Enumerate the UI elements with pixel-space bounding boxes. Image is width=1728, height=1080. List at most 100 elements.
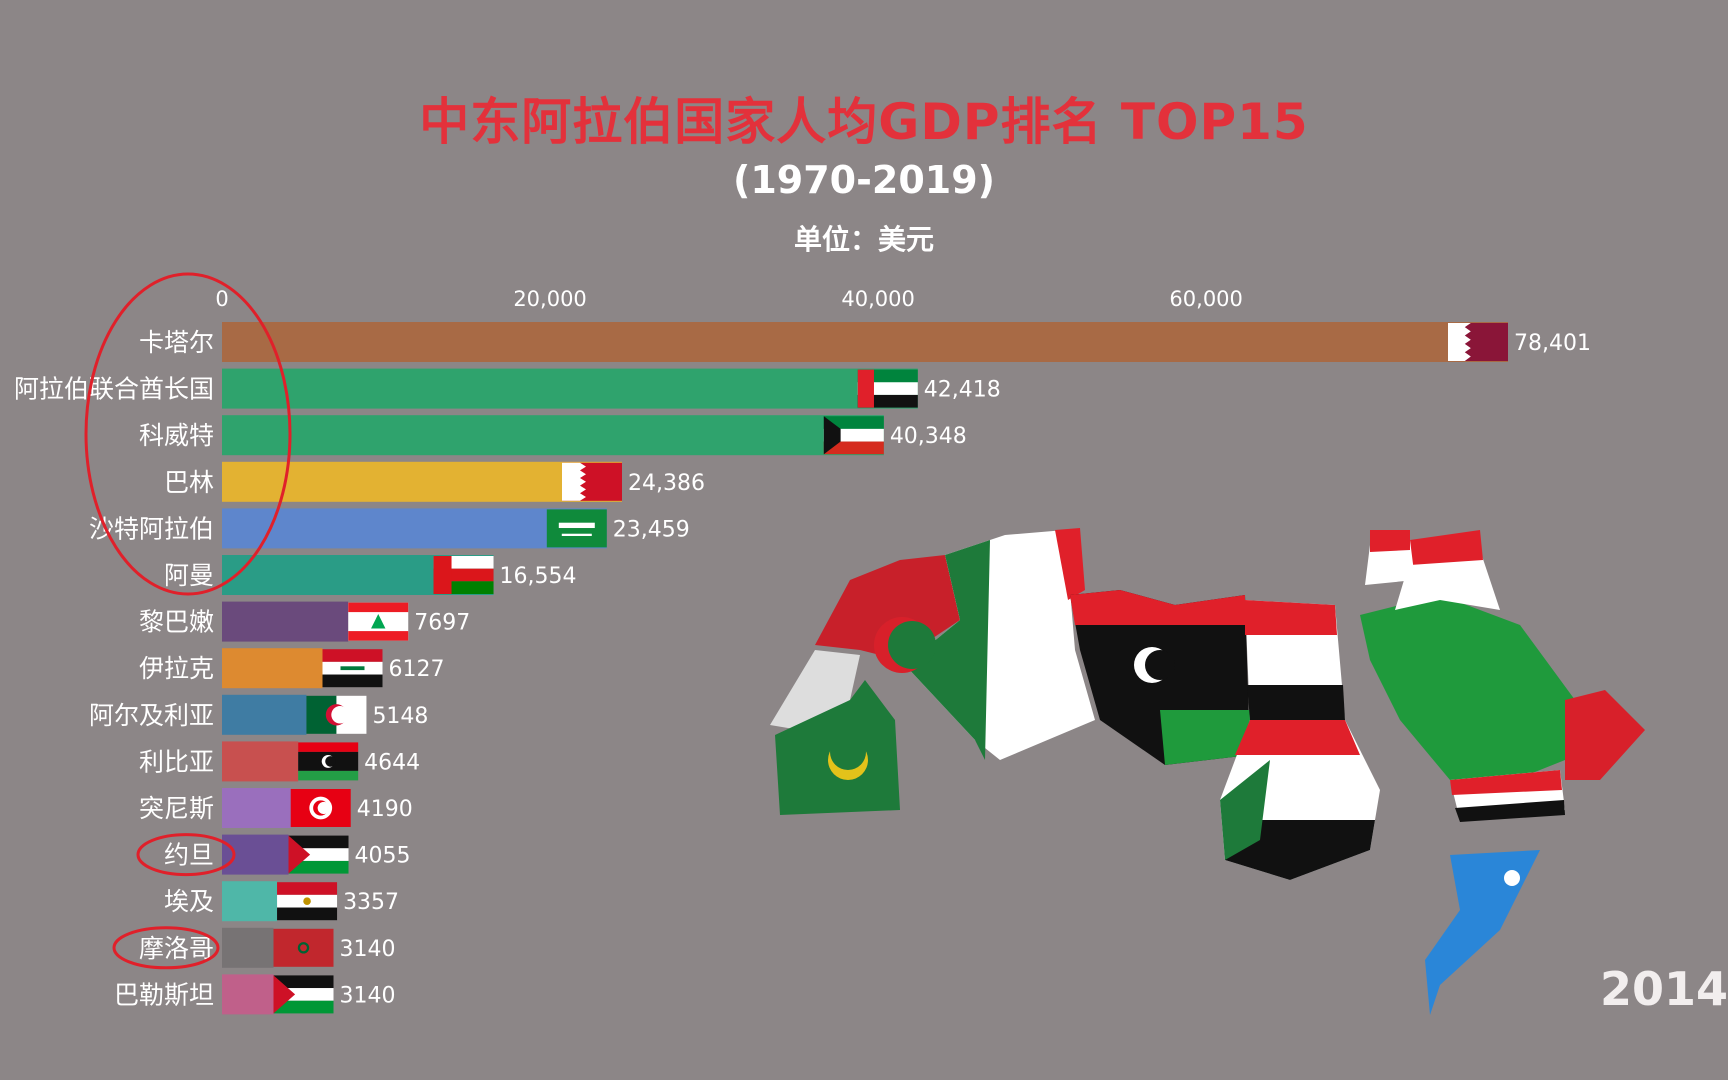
flag-icon: [306, 695, 367, 734]
bar: [222, 508, 607, 549]
category-label: 卡塔尔: [139, 328, 214, 357]
value-label: 4190: [357, 797, 413, 822]
value-label: 3357: [343, 890, 399, 915]
bar-row: 卡塔尔 78,401: [139, 322, 1591, 362]
value-label: 4644: [364, 750, 420, 775]
bar: [222, 834, 289, 875]
map-libya-green: [1160, 710, 1250, 765]
flag-icon: [277, 882, 338, 921]
bar-row: 黎巴嫩 7697: [139, 601, 470, 642]
flag-icon: [546, 509, 607, 548]
map-syria-red: [1370, 530, 1410, 552]
bar-row: 阿曼 16,554: [164, 555, 577, 595]
category-label: 巴勒斯坦: [114, 980, 214, 1009]
flag-icon: [288, 835, 349, 874]
bar-row: 巴勒斯坦 3140: [114, 974, 396, 1015]
category-label: 利比亚: [139, 747, 214, 776]
bar: [222, 741, 299, 782]
bars: 卡塔尔 78,401 阿拉伯联合酋长国 42,418 科威特 40,348 巴林 24,386…: [14, 322, 1591, 1015]
map-algeria-green: [905, 540, 990, 760]
map-libya-red: [1070, 590, 1245, 625]
bar-row: 利比亚 4644: [139, 741, 420, 782]
chart-title: 中东阿拉伯国家人均GDP排名 TOP15: [419, 93, 1309, 151]
value-label: 24,386: [628, 471, 705, 496]
category-label: 约旦: [164, 841, 214, 870]
bar-row: 摩洛哥 3140: [139, 927, 396, 968]
value-label: 78,401: [1514, 331, 1591, 356]
map-iraq: [1395, 550, 1500, 610]
value-label: 40,348: [890, 424, 967, 449]
value-label: 42,418: [924, 378, 1001, 403]
category-label: 沙特阿拉伯: [89, 514, 214, 543]
map-yemen-black: [1455, 800, 1565, 822]
map-egypt-red: [1245, 600, 1337, 635]
category-label: 阿尔及利亚: [89, 701, 214, 730]
map-sudan-green: [1220, 760, 1270, 860]
map-egypt-black: [1247, 685, 1345, 720]
bar: [222, 788, 291, 828]
category-label: 突尼斯: [139, 794, 214, 823]
category-label: 埃及: [164, 887, 214, 916]
bar-row: 约旦 4055: [164, 834, 411, 875]
flag-icon: [322, 649, 383, 688]
category-label: 巴林: [164, 468, 214, 497]
flag-icon: [348, 602, 409, 641]
map-western-sahara: [770, 650, 860, 730]
value-label: 23,459: [613, 517, 690, 542]
map-yemen-red: [1450, 770, 1562, 795]
value-label: 4055: [355, 844, 411, 869]
highlight-ellipse: [84, 272, 292, 596]
value-label: 3140: [340, 983, 396, 1008]
map-sudan-black: [1225, 820, 1375, 880]
map-tunisia: [1055, 528, 1085, 600]
map-iraq-red: [1410, 530, 1483, 565]
flag-icon: [290, 789, 351, 827]
flag-icon: [1448, 323, 1508, 361]
bar-row: 阿拉伯联合酋长国 42,418: [14, 368, 1001, 409]
value-label: 6127: [389, 657, 445, 682]
value-label: 16,554: [500, 564, 577, 589]
category-label: 阿曼: [164, 561, 214, 590]
x-tick-label: 0: [215, 287, 228, 311]
category-label: 黎巴嫩: [139, 608, 214, 637]
map-crescent-mauritania-cut: [830, 734, 866, 770]
map-somalia: [1425, 850, 1540, 1015]
bar: [222, 415, 884, 456]
bar: [222, 368, 918, 409]
bar-row: 科威特 40,348: [139, 415, 967, 456]
flag-icon: [273, 928, 334, 967]
x-axis-ticks: 0 20,000 40,000 60,000: [215, 287, 1243, 311]
bar: [222, 694, 307, 735]
bar: [222, 927, 274, 968]
value-label: 5148: [372, 704, 428, 729]
bar: [222, 974, 274, 1015]
x-tick-label: 60,000: [1169, 287, 1242, 311]
map-star-somalia: [1504, 870, 1520, 886]
chart-unit: 单位：美元: [793, 223, 934, 256]
bar: [222, 601, 349, 642]
bar-row: 伊拉克 6127: [139, 648, 445, 689]
value-label: 3140: [340, 937, 396, 962]
highlight-ellipse: [136, 833, 236, 877]
highlight-ellipse: [112, 926, 220, 970]
x-tick-label: 40,000: [841, 287, 914, 311]
bar: [222, 881, 278, 922]
bar: [222, 322, 1508, 362]
bar-row: 埃及 3357: [164, 881, 399, 922]
category-label: 阿拉伯联合酋长国: [14, 375, 214, 404]
flag-icon: [823, 416, 884, 455]
bar-row: 沙特阿拉伯 23,459: [89, 508, 690, 549]
category-label: 伊拉克: [139, 654, 214, 683]
bar-row: 阿尔及利亚 5148: [89, 694, 428, 735]
bar-row: 突尼斯 4190: [139, 788, 413, 828]
bar: [222, 648, 323, 689]
chart-subtitle: (1970-2019): [732, 158, 996, 202]
category-label: 科威特: [139, 421, 214, 450]
map-sudan-red: [1235, 720, 1360, 755]
flag-icon: [298, 742, 359, 781]
flag-icon: [561, 462, 622, 501]
map-oman: [1565, 690, 1645, 780]
year-label: 2014: [1599, 962, 1728, 1016]
map-crescent-cut: [888, 621, 936, 669]
